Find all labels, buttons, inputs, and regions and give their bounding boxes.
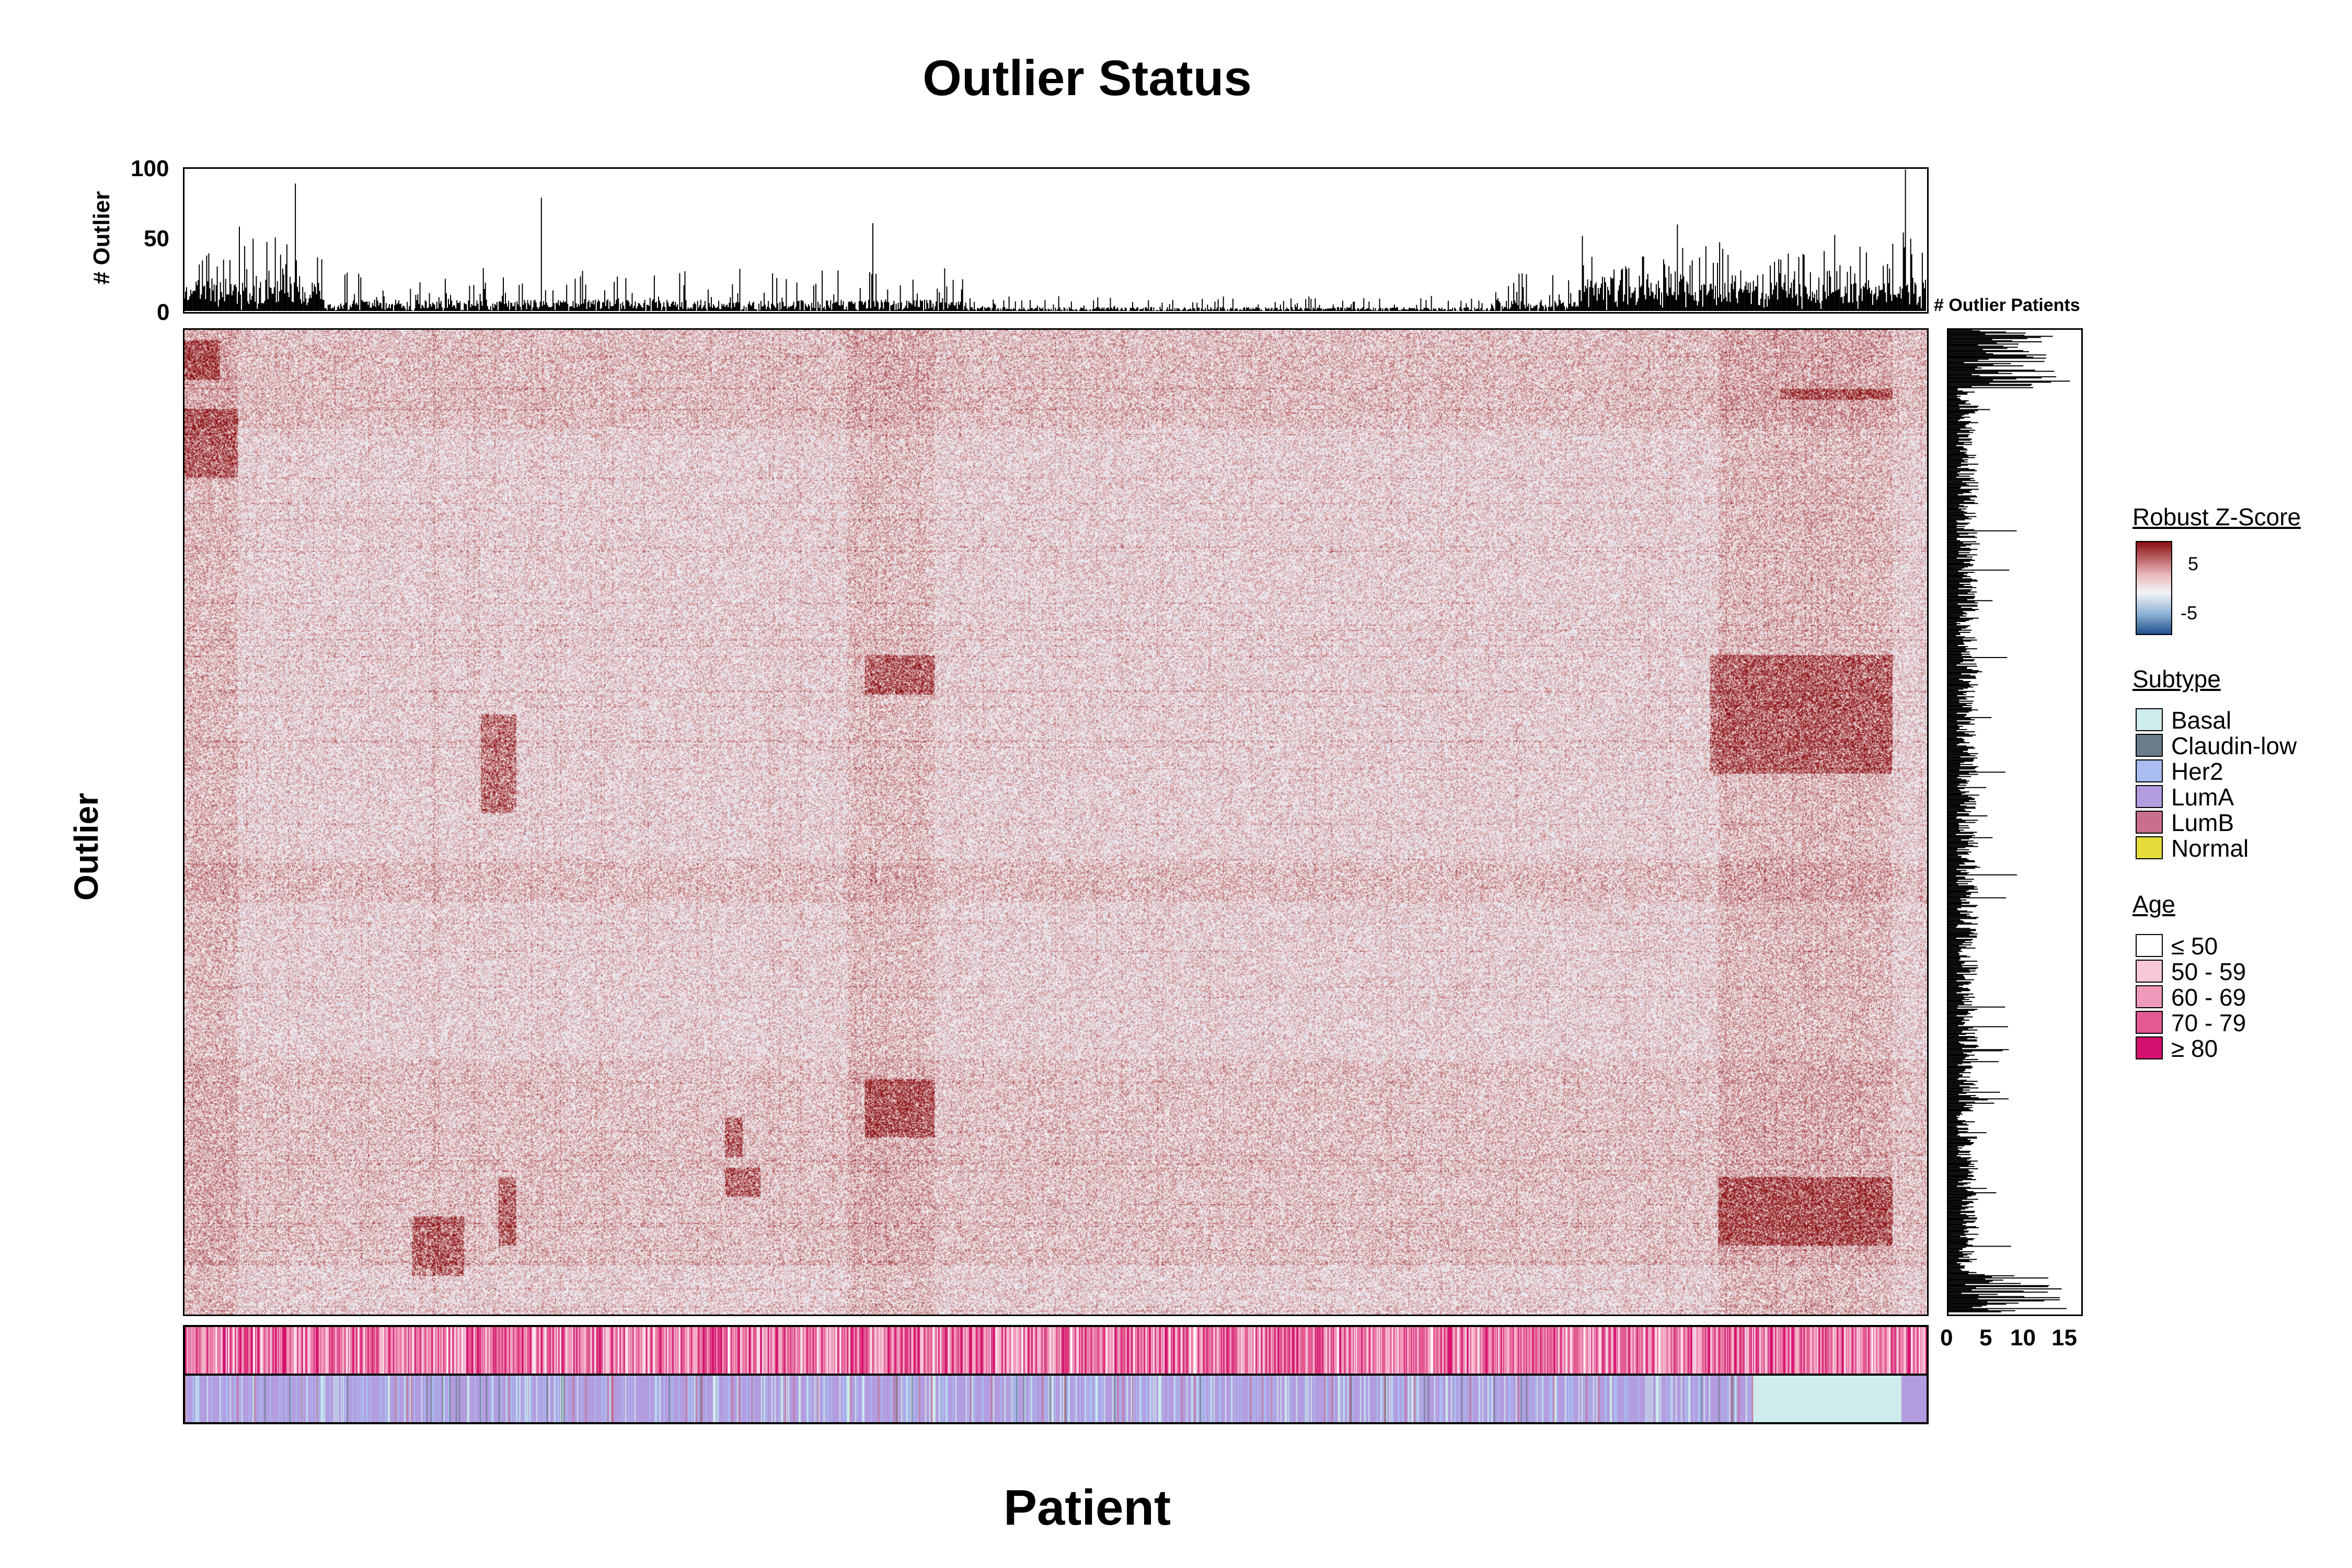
age-legend-label: 70 - 79: [2171, 1009, 2246, 1036]
y-axis-label: Outlier: [67, 792, 105, 901]
age-legend-swatch: [2136, 985, 2163, 1008]
age-legend-swatch: [2136, 1011, 2163, 1034]
age-legend-swatch: [2136, 960, 2163, 983]
subtype-legend-swatch: [2136, 759, 2163, 782]
heatmap: [183, 328, 1929, 1316]
age-legend-label: 50 - 59: [2171, 958, 2246, 985]
top-ytick-50: 50: [144, 226, 169, 251]
right-xtick-15: 15: [2051, 1325, 2077, 1351]
age-legend-swatch: [2136, 1036, 2163, 1059]
top-ytick-0: 0: [157, 299, 170, 325]
zscore-legend-title: Robust Z-Score: [2132, 503, 2301, 531]
age-legend-title: Age: [2132, 891, 2175, 918]
subtype-legend-label: LumB: [2171, 809, 2234, 836]
subtype-legend-label: Her2: [2171, 758, 2223, 785]
right-xtick-5: 5: [1979, 1325, 1992, 1351]
subtype-legend-label: Claudin-low: [2171, 732, 2297, 759]
age-legend-label: ≤ 50: [2171, 932, 2218, 960]
subtype-legend-swatch: [2136, 836, 2163, 859]
zscore-tick-high: 5: [2188, 553, 2199, 574]
subtype-legend-title: Subtype: [2132, 665, 2221, 693]
top-panel-ylabel: # Outlier: [89, 191, 114, 285]
annotation-tracks: [183, 1325, 1929, 1424]
chart-title: Outlier Status: [923, 50, 1252, 106]
top-barplot: [183, 167, 1929, 314]
subtype-legend-swatch: [2136, 734, 2163, 757]
heatmap-cells: [185, 330, 1927, 1315]
age-legend-label: ≥ 80: [2171, 1035, 2218, 1062]
top-ytick-100: 100: [131, 156, 169, 181]
age-legend-label: 60 - 69: [2171, 984, 2246, 1011]
right-xtick-0: 0: [1940, 1325, 1953, 1351]
subtype-legend-label: Normal: [2171, 835, 2249, 862]
subtype-legend-swatch: [2136, 811, 2163, 834]
zscore-colorbar: [2136, 541, 2172, 635]
right-panel-label: # Outlier Patients: [1934, 295, 2080, 315]
subtype-legend-label: Basal: [2171, 707, 2232, 734]
right-barplot: [1947, 328, 2083, 1316]
subtype-legend-label: LumA: [2171, 783, 2234, 811]
age-legend-swatch: [2136, 934, 2163, 957]
top-bars: [184, 169, 1926, 311]
right-xtick-10: 10: [2010, 1325, 2036, 1351]
x-axis-label: Patient: [1003, 1480, 1171, 1536]
track-divider: [185, 1374, 1927, 1376]
subtype-legend-swatch: [2136, 708, 2163, 731]
subtype-legend-swatch: [2136, 785, 2163, 808]
zscore-tick-low: -5: [2181, 602, 2198, 624]
right-bars: [1949, 329, 2070, 1312]
